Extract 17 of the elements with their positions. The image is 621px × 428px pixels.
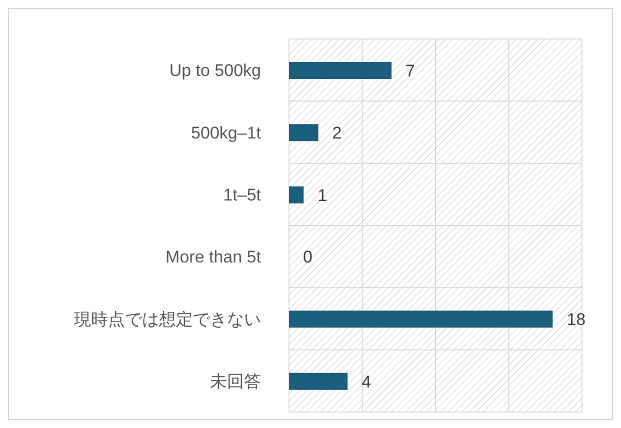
data-label: 0 [303, 248, 312, 267]
y-tick-label: 現時点では想定できない [74, 310, 261, 329]
y-tick-label: More than 5t [166, 248, 262, 267]
bar [289, 62, 392, 79]
data-label: 2 [332, 124, 342, 143]
bar [289, 310, 553, 328]
bar [289, 124, 318, 142]
bar [289, 186, 304, 204]
y-tick-label: Up to 500kg [169, 61, 261, 80]
data-label: 1 [318, 186, 328, 205]
data-label: 18 [566, 310, 586, 330]
y-tick-label: 未回答 [210, 372, 261, 391]
data-label: 4 [362, 372, 372, 392]
y-tick-label: 1t–5t [223, 185, 262, 204]
data-label: 7 [406, 61, 416, 80]
bar [289, 372, 348, 390]
y-tick-label: 500kg–1t [191, 123, 262, 142]
